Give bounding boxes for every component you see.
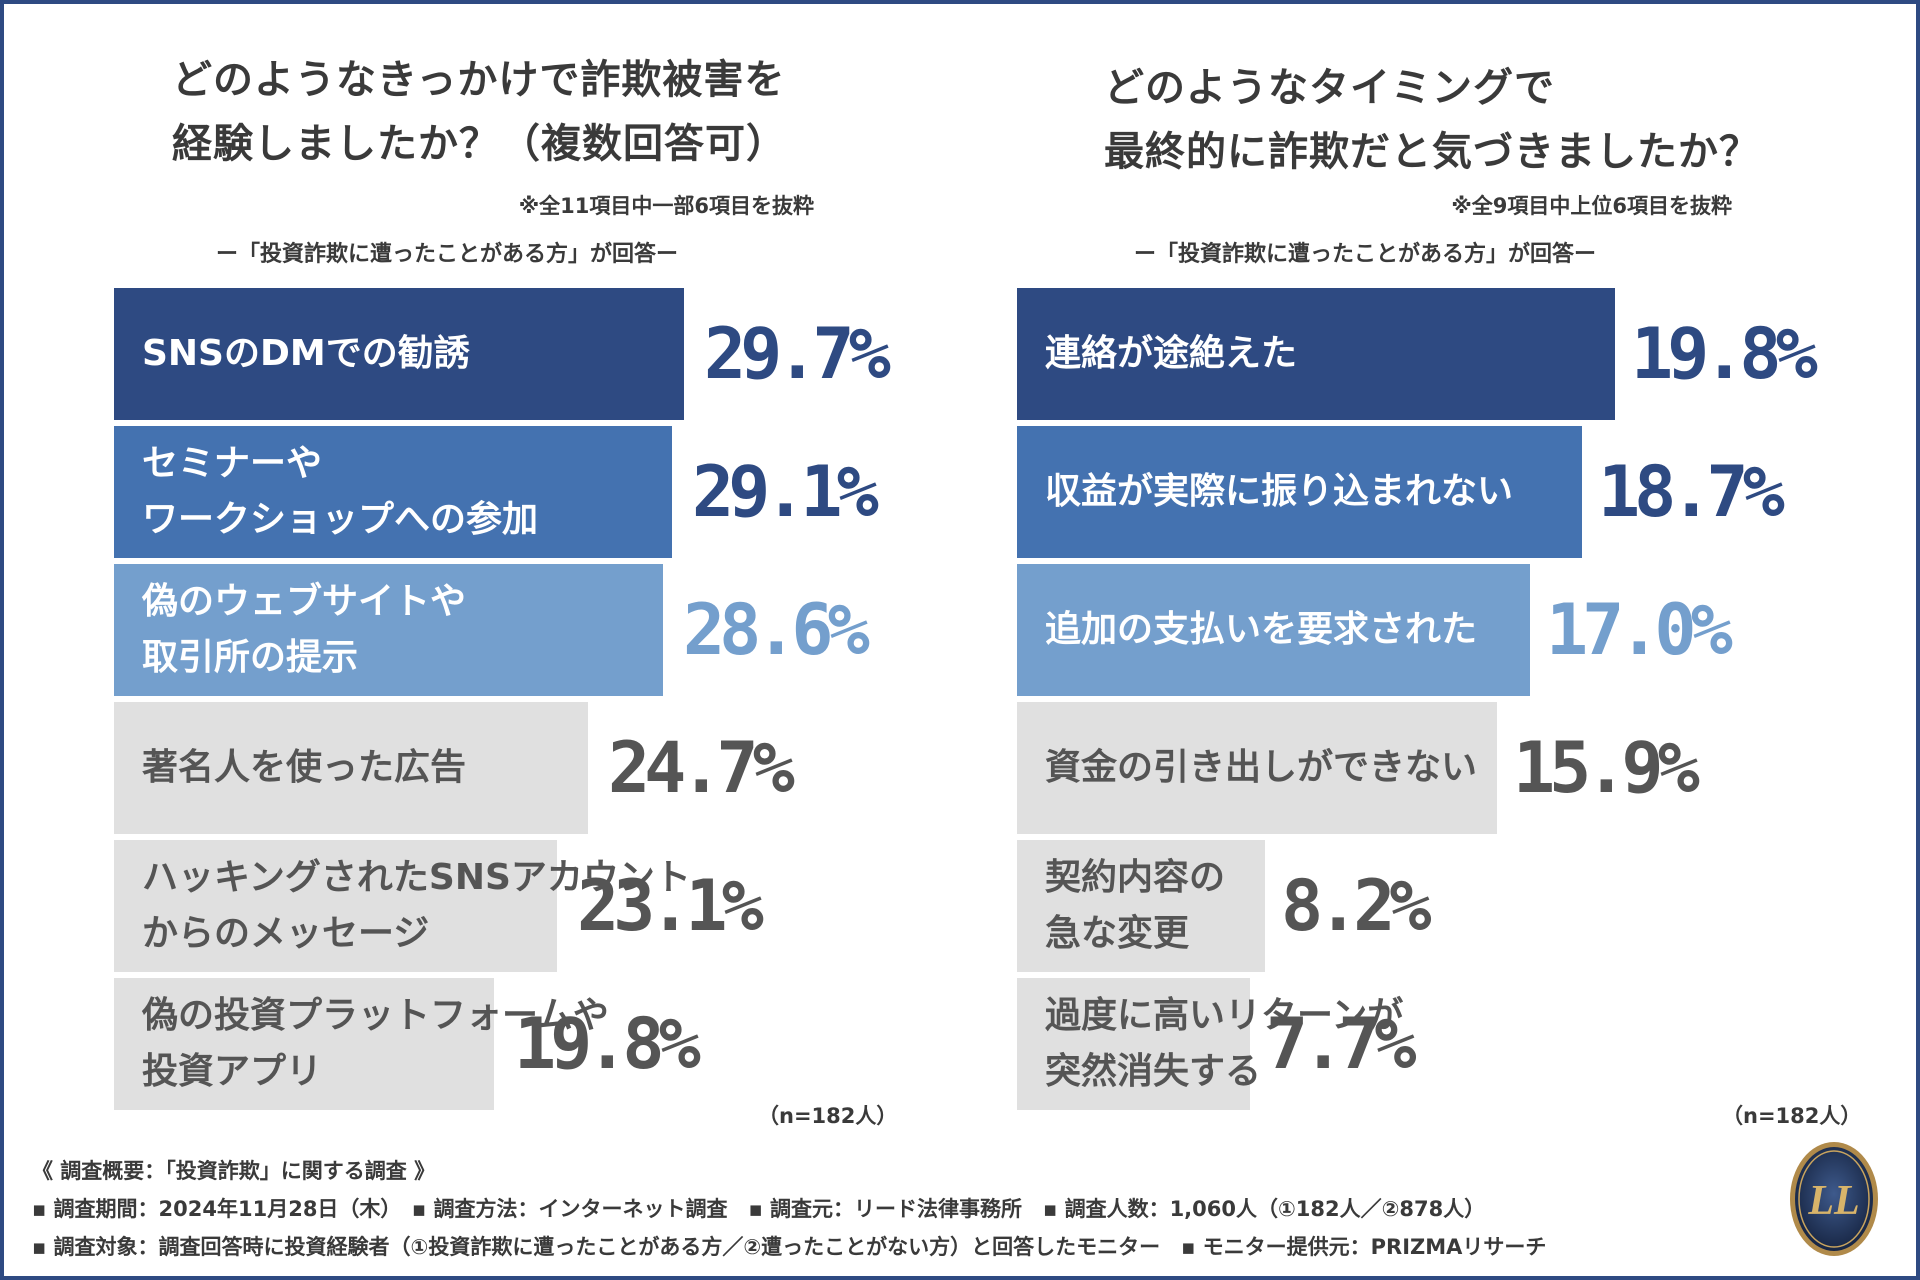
bar-row: SNSのDMでの勧誘 29.7% xyxy=(114,288,934,420)
bar-label: 追加の支払いを要求された xyxy=(1045,602,1477,658)
data-label: 8.2% xyxy=(1281,865,1432,947)
bar-label-line: ワークショップへの参加 xyxy=(142,499,539,540)
bar-label-line: からのメッセージ xyxy=(142,913,430,954)
data-label: 29.1% xyxy=(692,451,879,533)
bar-row: 過度に高いリターンが 突然消失する 7.7% xyxy=(1017,978,1837,1110)
selection-note: ※全11項目中一部6項目を抜粋 xyxy=(518,194,814,218)
bar-label-line: 契約内容の xyxy=(1045,857,1226,898)
bar-row: ハッキングされたSNSアカウント からのメッセージ 23.1% xyxy=(114,840,934,972)
data-label: 28.6% xyxy=(683,589,870,671)
data-label: 17.0% xyxy=(1546,589,1733,671)
respondent-note: ー「投資詐欺に遭ったことがある方」が回答ー xyxy=(1134,242,1597,267)
sample-size-note: （n=182人） xyxy=(758,1104,898,1128)
bar-label-line: 投資アプリ xyxy=(142,1051,323,1092)
bar-label: 資金の引き出しができない xyxy=(1045,740,1477,796)
law-firm-logo-icon: LL xyxy=(1790,1142,1878,1256)
bar: 収益が実際に振り込まれない xyxy=(1017,426,1582,558)
bar-row: 契約内容の急な変更 8.2% xyxy=(1017,840,1837,972)
bar-label-line: SNSのDMでの勧誘 xyxy=(142,333,470,374)
data-label: 15.9% xyxy=(1513,727,1700,809)
bar-label: 収益が実際に振り込まれない xyxy=(1045,464,1513,520)
bar-row: 著名人を使った広告 24.7% xyxy=(114,702,934,834)
bar-label: セミナーやワークショップへの参加 xyxy=(142,436,538,548)
chart-title-line: どのようなタイミングで xyxy=(1104,65,1555,111)
bar: 契約内容の 急な変更 xyxy=(1017,840,1265,972)
bar: 偽のウェブサイトや 取引所の提示 xyxy=(114,564,663,696)
bar-row: 追加の支払いを要求された 17.0% xyxy=(1017,564,1837,696)
respondent-note: ー「投資詐欺に遭ったことがある方」が回答ー xyxy=(216,242,679,267)
survey-summary: 《 調査概要：「投資詐欺」に関する調査 》 ▪ 調査期間：2024年11月28日… xyxy=(32,1152,1772,1266)
bar-label-line: 収益が実際に振り込まれない xyxy=(1045,471,1514,512)
bar: 資金の引き出しができない xyxy=(1017,702,1497,834)
chart-title-line: 最終的に詐欺だと気づきましたか？ xyxy=(1104,129,1760,175)
data-label: 24.7% xyxy=(608,727,795,809)
bar-label-line: 急な変更 xyxy=(1045,913,1190,954)
bar-label-line: 過度に高いリターンが xyxy=(1045,995,1404,1036)
bar-label: 連絡が途絶えた xyxy=(1045,326,1297,382)
bar-label: 著名人を使った広告 xyxy=(142,740,466,796)
logo-lettering: LL xyxy=(1807,1178,1859,1224)
survey-summary-target: ▪ 調査対象：調査回答時に投資経験者（①投資詐欺に遭ったことがある方／②遭ったこ… xyxy=(32,1235,1547,1259)
bar-label-line: 偽の投資プラットフォームや xyxy=(142,995,609,1036)
survey-summary-details: ▪ 調査期間：2024年11月28日（木） ▪ 調査方法：インターネット調査 ▪… xyxy=(32,1197,1486,1221)
bar-row: 偽の投資プラットフォームや 投資アプリ 19.8% xyxy=(114,978,934,1110)
bar-label-line: 追加の支払いを要求された xyxy=(1045,609,1478,650)
data-label: 7.7% xyxy=(1266,1003,1417,1085)
bar: SNSのDMでの勧誘 xyxy=(114,288,684,420)
bar-row: 収益が実際に振り込まれない 18.7% xyxy=(1017,426,1837,558)
bar-label-line: 取引所の提示 xyxy=(142,637,359,678)
bar-label-line: 突然消失する xyxy=(1045,1051,1262,1092)
bar: 連絡が途絶えた xyxy=(1017,288,1615,420)
bar-label-line: 著名人を使った広告 xyxy=(142,747,467,788)
bar-label: 契約内容の 急な変更 xyxy=(1045,850,1225,962)
bar-label: ハッキングされたSNSアカウント からのメッセージ xyxy=(142,850,691,962)
bar: 過度に高いリターンが 突然消失する xyxy=(1017,978,1403,1110)
data-label: 19.8% xyxy=(1631,313,1818,395)
chart-title: どのようなタイミングで 最終的に詐欺だと気づきましたか？ xyxy=(1104,56,1760,184)
data-label: 19.8% xyxy=(514,1003,701,1085)
sample-size-note: （n=182人） xyxy=(1722,1104,1862,1128)
bar-label: 偽の投資プラットフォームや 投資アプリ xyxy=(142,988,609,1100)
bar-label-line: 偽のウェブサイトや xyxy=(142,581,467,622)
chart-title: どのようなきっかけで詐欺被害を 経験しましたか？（複数回答可） xyxy=(172,48,787,176)
bar-row: セミナーやワークショップへの参加 29.1% xyxy=(114,426,934,558)
bar-label: SNSのDMでの勧誘 xyxy=(142,326,470,382)
data-label: 23.1% xyxy=(577,865,764,947)
bar-row: 資金の引き出しができない 15.9% xyxy=(1017,702,1837,834)
survey-summary-heading: 《 調査概要：「投資詐欺」に関する調査 》 xyxy=(32,1159,436,1183)
data-label: 29.7% xyxy=(704,313,891,395)
selection-note: ※全9項目中上位6項目を抜粋 xyxy=(1451,194,1732,218)
bar-label-line: セミナーや xyxy=(142,443,323,484)
bar: 著名人を使った広告 xyxy=(114,702,588,834)
bar: 偽の投資プラットフォームや 投資アプリ xyxy=(114,978,609,1110)
bar-row: 連絡が途絶えた 19.8% xyxy=(1017,288,1837,420)
bar-label: 過度に高いリターンが 突然消失する xyxy=(1045,988,1403,1100)
chart-title-line: どのようなきっかけで詐欺被害を xyxy=(172,57,786,103)
bar-label-line: 連絡が途絶えた xyxy=(1045,333,1298,374)
bar-label-line: 資金の引き出しができない xyxy=(1045,747,1478,788)
bar-label-line: ハッキングされたSNSアカウント xyxy=(142,857,691,898)
bar: ハッキングされたSNSアカウント からのメッセージ xyxy=(114,840,691,972)
data-label: 18.7% xyxy=(1598,451,1785,533)
bar: 追加の支払いを要求された xyxy=(1017,564,1530,696)
chart-title-line: 経験しましたか？（複数回答可） xyxy=(172,121,787,167)
bar-row: 偽のウェブサイトや 取引所の提示 28.6% xyxy=(114,564,934,696)
bar: セミナーやワークショップへの参加 xyxy=(114,426,672,558)
bar-label: 偽のウェブサイトや 取引所の提示 xyxy=(142,574,466,686)
